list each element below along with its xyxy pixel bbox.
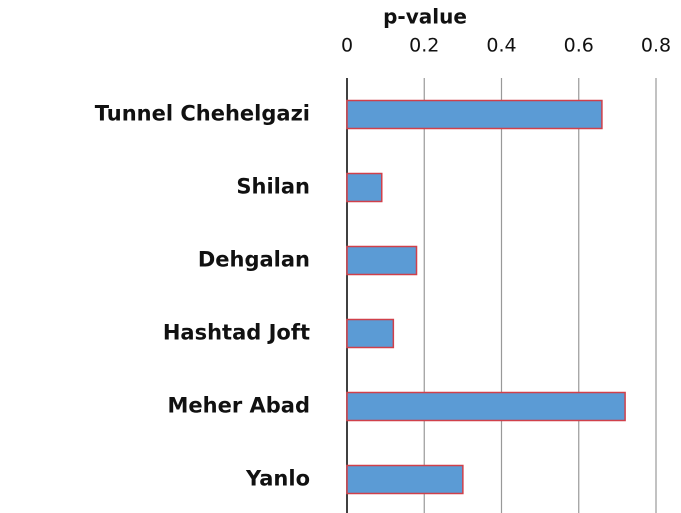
y-tick-label: Dehgalan: [198, 248, 310, 272]
x-axis-title: p-value: [383, 5, 467, 29]
bar: [346, 464, 464, 495]
y-tick-label: Meher Abad: [168, 394, 311, 418]
bar: [346, 318, 395, 349]
y-tick-label: Hashtad Joft: [163, 321, 310, 345]
x-tick-label: 0.4: [486, 35, 516, 57]
x-tick-label: 0.6: [564, 35, 594, 57]
x-tick-label: 0.2: [409, 35, 439, 57]
bar: [346, 99, 603, 130]
bar: [346, 172, 383, 203]
y-tick-label: Shilan: [236, 175, 310, 199]
y-tick-label: Tunnel Chehelgazi: [95, 102, 310, 126]
x-tick-label: 0: [341, 35, 353, 57]
bar: [346, 391, 626, 422]
y-tick-label: Yanlo: [245, 467, 310, 491]
bar: [346, 245, 418, 276]
x-tick-label: 0.8: [641, 35, 671, 57]
